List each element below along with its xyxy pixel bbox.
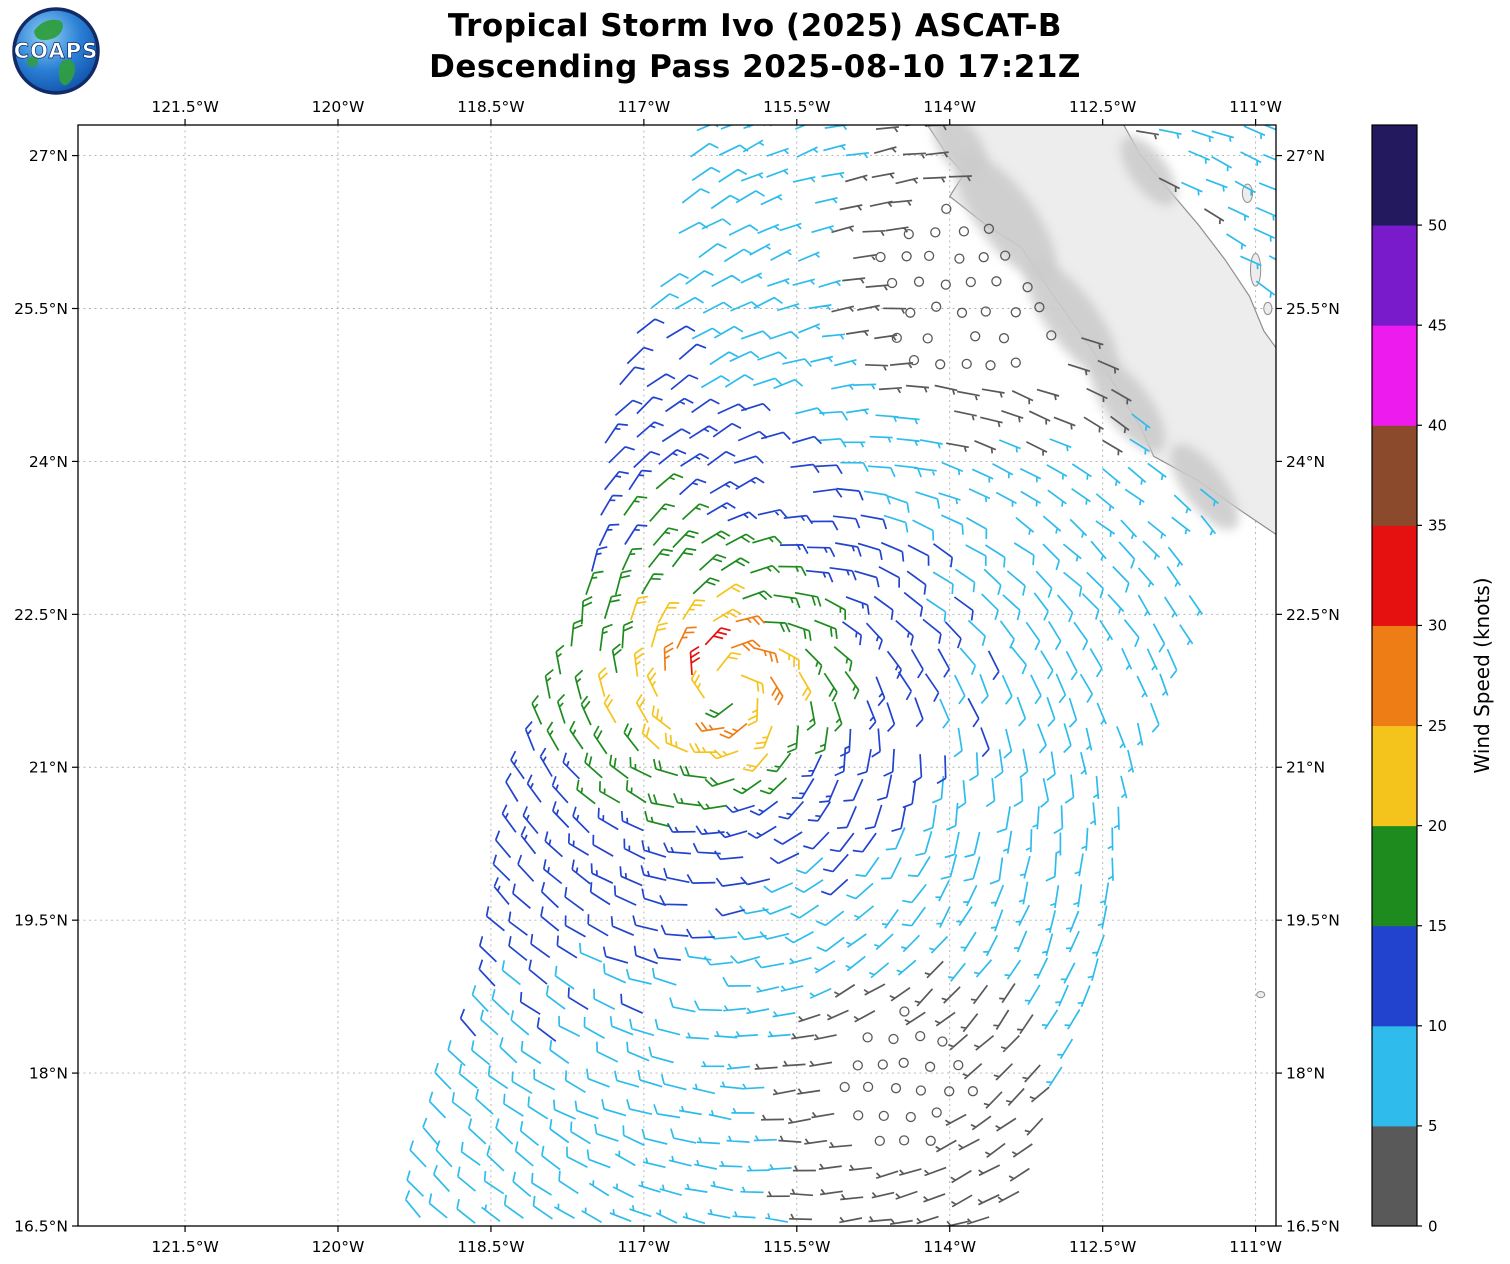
colorbar-segment [1372, 325, 1417, 426]
y-tick-label-left: 27°N [29, 147, 68, 165]
colorbar-tick-label: 40 [1428, 417, 1447, 435]
coaps-logo: COAPS [10, 5, 102, 97]
colorbar-segment [1372, 1025, 1417, 1127]
x-tick-label-bottom: 111°W [1229, 1238, 1282, 1256]
terrain-shading [1025, 259, 1119, 379]
land-layer [926, 125, 1276, 999]
terrain-shading [1090, 358, 1166, 453]
x-tick-label-top: 118.5°W [457, 98, 524, 116]
x-tick-label-bottom: 120°W [312, 1238, 365, 1256]
colorbar-segment [1372, 425, 1417, 526]
x-tick-label-top: 111°W [1229, 98, 1282, 116]
coaps-globe-icon: COAPS [12, 7, 100, 95]
colorbar-tick-label: 50 [1428, 216, 1447, 234]
y-tick-label-left: 24°N [29, 453, 68, 471]
colorbar-segment [1372, 925, 1417, 1027]
wind-barbs-bin-25-30kt [663, 615, 784, 739]
y-tick-label-left: 21°N [29, 759, 68, 777]
colorbar-axis-label: Wind Speed (knots) [1470, 577, 1494, 773]
plot-frame [77, 124, 1277, 1227]
colorbar-frame [1371, 124, 1418, 1227]
x-tick-label-bottom: 118.5°W [457, 1238, 524, 1256]
y-tick-label-right: 21°N [1286, 759, 1325, 777]
colorbar-tick-label: 30 [1428, 617, 1447, 635]
colorbar-tick-label: 35 [1428, 517, 1447, 535]
wind-barbs-bin-0-5kt [754, 125, 1225, 1226]
y-tick-label-right: 18°N [1286, 1065, 1325, 1083]
axis-layer: 121.5°W 121.5°W 120°W 120°W 118.5°W 118.5°W 11… [14, 98, 1340, 1256]
chart-title: Tropical Storm Ivo (2025) ASCAT-B [447, 8, 1063, 44]
x-tick-label-bottom: 114°W [923, 1238, 976, 1256]
colorbar-segment [1372, 225, 1417, 326]
terrain-shading [1170, 443, 1239, 530]
island [1263, 301, 1273, 316]
colorbar-tick-label: 45 [1428, 316, 1447, 334]
chart-subtitle: Descending Pass 2025-08-10 17:21Z [429, 48, 1081, 85]
colorbar-tick-label: 15 [1428, 917, 1447, 935]
colorbar-segment [1372, 525, 1417, 626]
terrain-shading [955, 152, 1057, 281]
x-tick-label-top: 115.5°W [763, 98, 830, 116]
colorbar-segment [1372, 1125, 1417, 1227]
island [1250, 252, 1262, 287]
wind-barbs-bin-30-35kt [689, 627, 731, 676]
x-tick-label-bottom: 121.5°W [151, 1238, 218, 1256]
colorbar-segment [1372, 725, 1417, 827]
colorbar-tick-label: 10 [1428, 1017, 1447, 1035]
x-tick-label-bottom: 115.5°W [763, 1238, 830, 1256]
coaps-logo-text: COAPS [14, 39, 98, 63]
y-tick-label-right: 24°N [1286, 453, 1325, 471]
y-tick-label-right: 22.5°N [1286, 606, 1340, 624]
y-tick-label-right: 27°N [1286, 147, 1325, 165]
y-tick-label-right: 19.5°N [1286, 912, 1340, 930]
y-tick-label-left: 19.5°N [14, 912, 68, 930]
y-tick-label-right: 16.5°N [1286, 1217, 1340, 1235]
colorbar-tick-label: 25 [1428, 717, 1447, 735]
x-tick-label-top: 121.5°W [151, 98, 218, 116]
x-tick-label-bottom: 117°W [618, 1238, 671, 1256]
x-tick-label-top: 120°W [312, 98, 365, 116]
x-tick-label-bottom: 112.5°W [1069, 1238, 1136, 1256]
y-tick-label-left: 22.5°N [14, 606, 68, 624]
terrain-shading [933, 125, 987, 177]
wind-barbs-layer [404, 125, 1276, 1226]
colorbar-group: 0 5 10 15 20 25 30 35 40 45 50 Wind Speed (knots) [1371, 124, 1494, 1235]
y-tick-label-left: 16.5°N [14, 1217, 68, 1235]
x-tick-label-top: 117°W [618, 98, 671, 116]
x-tick-label-top: 112.5°W [1069, 98, 1136, 116]
wind-barbs-bin-5-10kt [404, 125, 1276, 1225]
colorbar-segment [1372, 125, 1417, 226]
y-tick-label-right: 25.5°N [1286, 300, 1340, 318]
calm-circles-layer [839, 203, 1057, 1147]
y-tick-label-left: 18°N [29, 1065, 68, 1083]
wind-barbs-bin-20-25kt [597, 583, 812, 772]
wind-barbs-bin-15-20kt [531, 473, 860, 828]
wind-barbs-bin-10-15kt [459, 318, 1000, 1042]
x-tick-label-top: 114°W [923, 98, 976, 116]
chart-header: Tropical Storm Ivo (2025) ASCAT-B Descen… [0, 6, 1510, 88]
colorbar-segment [1372, 625, 1417, 727]
colorbar-segment [1372, 825, 1417, 927]
terrain-shading [1120, 136, 1177, 206]
colorbar-tick-label: 5 [1428, 1117, 1438, 1135]
y-tick-label-left: 25.5°N [14, 300, 68, 318]
colorbar-tick-label: 0 [1428, 1217, 1438, 1235]
colorbar-tick-label: 20 [1428, 817, 1447, 835]
island [1256, 991, 1266, 999]
